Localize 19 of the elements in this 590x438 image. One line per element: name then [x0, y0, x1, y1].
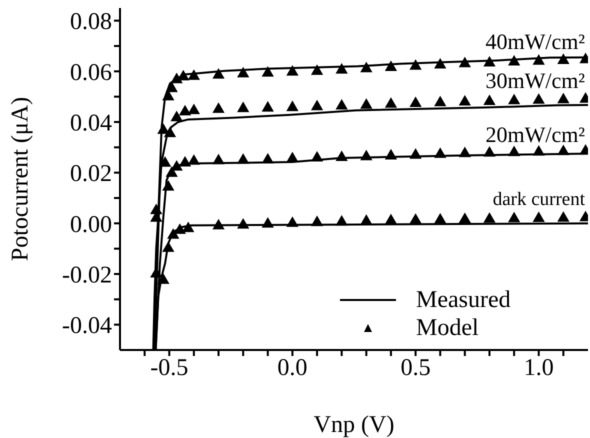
y-tick-label: 0.04	[70, 110, 112, 137]
legend-label: Model	[416, 314, 479, 342]
y-tick-label: 0.02	[70, 161, 112, 188]
x-tick-label: 0.5	[400, 355, 431, 382]
annotation: 20mW/cm²	[486, 122, 585, 148]
legend-label: Measured	[416, 286, 511, 314]
y-tick-label: -0.04	[62, 313, 112, 340]
y-tick-label: -0.02	[62, 262, 112, 289]
annotation: dark current	[492, 189, 585, 211]
x-tick-label: 1.0	[524, 355, 554, 382]
x-tick-label: -0.5	[150, 355, 188, 382]
y-tick-label: 0.00	[70, 212, 112, 238]
annotation: 30mW/cm²	[486, 68, 585, 94]
y-tick-label: 0.08	[70, 9, 112, 36]
y-tick-label: 0.06	[70, 60, 112, 86]
y-axis-title: Potocurrent (μA)	[8, 96, 34, 262]
x-tick-label: 0.0	[277, 355, 308, 382]
annotation: 40mW/cm²	[486, 29, 585, 54]
x-axis-title: Vnp (V)	[314, 412, 394, 438]
